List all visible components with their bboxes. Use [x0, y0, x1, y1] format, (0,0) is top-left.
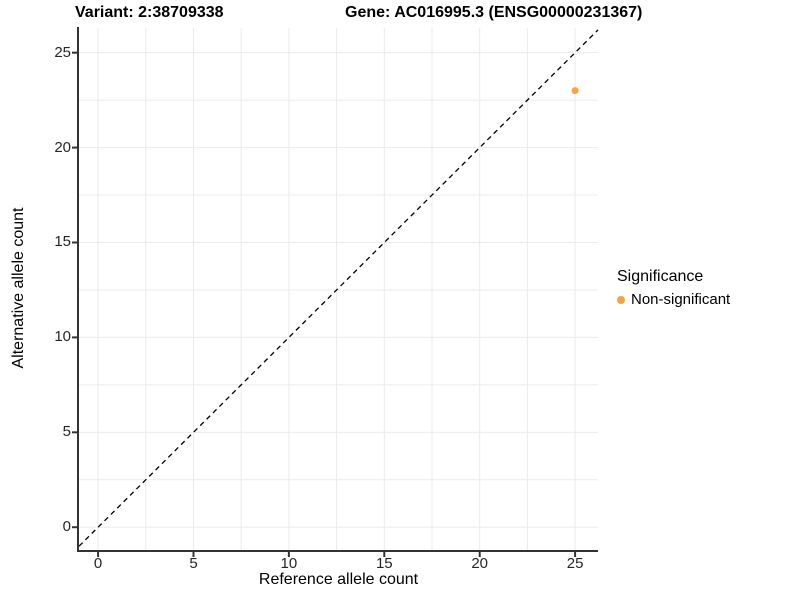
x-tick-label: 15 [375, 555, 393, 572]
x-tick-label: 5 [189, 555, 198, 572]
y-tick-label: 20 [54, 138, 71, 156]
x-tick-label: 10 [280, 555, 298, 572]
x-tick-label: 20 [471, 555, 489, 572]
y-axis-title: Alternative allele count [10, 207, 27, 369]
data-point [571, 87, 579, 95]
y-tick-label: 0 [62, 518, 71, 536]
legend-entry-label: Non-significant [631, 291, 731, 308]
legend: Significance Non-significant [617, 268, 730, 308]
legend-entry: Non-significant [617, 291, 730, 308]
legend-title: Significance [617, 268, 704, 285]
plot-title-variant: Variant: 2:38709338 [75, 4, 224, 21]
y-tick-label: 10 [54, 328, 71, 346]
legend-entries: Non-significant [617, 291, 730, 308]
legend-point-icon [617, 295, 625, 304]
plot-title-gene: Gene: AC016995.3 (ENSG00000231367) [345, 4, 643, 21]
x-tick-label: 0 [93, 555, 103, 572]
identity-dashed-line [78, 29, 599, 547]
y-tick-label: 15 [54, 233, 71, 251]
y-tick-label: 5 [62, 423, 71, 441]
plot-panel [72, 27, 599, 557]
y-tick-label: 25 [54, 43, 71, 61]
x-axis-title: Reference allele count [258, 571, 419, 588]
x-tick-label: 25 [566, 555, 584, 572]
